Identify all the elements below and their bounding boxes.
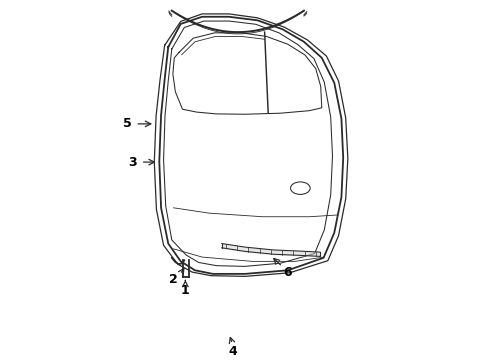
Text: 1: 1 (181, 284, 190, 297)
Text: 6: 6 (284, 266, 292, 279)
Text: 2: 2 (169, 273, 178, 286)
Text: 4: 4 (228, 345, 237, 358)
Text: 3: 3 (128, 156, 137, 168)
Text: 5: 5 (123, 117, 131, 130)
